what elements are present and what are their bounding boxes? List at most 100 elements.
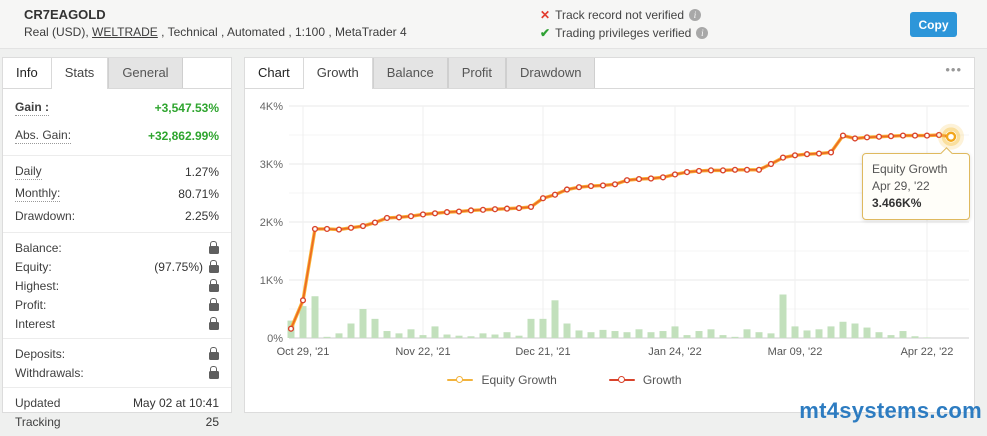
info-icon[interactable]: i (696, 27, 709, 39)
svg-text:4K%: 4K% (260, 101, 283, 113)
gain-value: +3,547.53% (154, 101, 219, 115)
abs-gain-value: +32,862.99% (147, 129, 219, 143)
tooltip-value: 3.466K% (872, 196, 922, 210)
stat-row-gain: Gain : +3,547.53% (15, 94, 219, 122)
track-record-text: Track record not verified (555, 8, 684, 22)
privileges-row: ✔ Trading privileges verified i (540, 24, 709, 42)
chart-legend: Equity Growth Growth (200, 373, 929, 387)
tracking-value: 25 (205, 414, 219, 429)
subtitle-suffix: , Technical , Automated , 1:100 , MetaTr… (157, 25, 407, 39)
meta-section: Updated May 02 at 10:41 Tracking 25 (3, 388, 231, 436)
withdrawals-label: Withdrawals: (15, 365, 84, 380)
stat-row-tracking: Tracking 25 (15, 412, 219, 431)
lock-icon (209, 365, 219, 379)
copy-button[interactable]: Copy (910, 12, 957, 37)
tooltip-date: Apr 29, '22 (872, 179, 930, 193)
stat-row-daily: Daily 1.27% (15, 161, 219, 183)
stat-row-interest: Interest (15, 314, 219, 333)
svg-text:Oct 29, '21: Oct 29, '21 (277, 346, 330, 358)
svg-text:2K%: 2K% (260, 217, 283, 229)
rates-section: Daily 1.27% Monthly: 80.71% Drawdown: 2.… (3, 156, 231, 233)
lock-icon (209, 297, 219, 311)
broker-link[interactable]: WELTRADE (92, 25, 158, 39)
page-header: CR7EAGOLD Real (USD), WELTRADE , Technic… (0, 0, 987, 49)
svg-text:3K%: 3K% (260, 159, 283, 171)
gain-label: Gain : (15, 100, 50, 116)
account-subtitle: Real (USD), WELTRADE , Technical , Autom… (24, 25, 407, 39)
daily-value: 1.27% (184, 165, 219, 179)
stat-row-profit: Profit: (15, 295, 219, 314)
legend-label: Equity Growth (481, 373, 557, 387)
svg-text:Nov 22, '21: Nov 22, '21 (395, 346, 450, 358)
info-icon[interactable]: i (689, 9, 701, 21)
drawdown-label: Drawdown: (15, 209, 76, 223)
chart-menu-icon[interactable]: ••• (945, 62, 962, 77)
tab-info[interactable]: Info (16, 65, 38, 80)
equity-label: Equity: (15, 259, 52, 274)
account-title: CR7EAGOLD (24, 7, 106, 22)
interest-label: Interest (15, 316, 56, 331)
equity-growth-marker-icon (447, 376, 474, 383)
highest-label: Highest: (15, 278, 60, 293)
tab-stats[interactable]: Stats (50, 58, 109, 89)
legend-item-equity-growth: Equity Growth (447, 373, 557, 387)
lock-icon (209, 240, 219, 254)
tracking-label: Tracking (15, 414, 61, 429)
stat-row-abs-gain: Abs. Gain: +32,862.99% (15, 122, 219, 150)
lock-icon (209, 316, 219, 330)
tab-growth[interactable]: Growth (302, 58, 373, 89)
monthly-label: Monthly: (15, 186, 61, 202)
tooltip-series: Equity Growth (872, 162, 948, 176)
flows-section: Deposits: Withdrawals: (3, 339, 231, 388)
chart-card: Chart Growth Balance Profit Drawdown •••… (244, 57, 975, 413)
lock-icon (209, 346, 219, 360)
stat-row-withdrawals: Withdrawals: (15, 363, 219, 382)
stat-row-balance: Balance: (15, 238, 219, 257)
x-mark-icon: ✕ (540, 8, 551, 22)
updated-value: May 02 at 10:41 (132, 395, 219, 410)
balance-label: Balance: (15, 240, 62, 255)
legend-label: Growth (642, 373, 682, 387)
abs-gain-label: Abs. Gain: (15, 128, 72, 144)
updated-label: Updated (15, 395, 61, 410)
svg-text:0%: 0% (267, 333, 283, 345)
monthly-value: 80.71% (178, 187, 219, 201)
tab-general[interactable]: General (108, 58, 183, 88)
growth-chart: 0% 1K% 2K% 3K% 4K% Oct 29, '21 Nov 22, '21 Dec … (245, 89, 974, 387)
sidebar-tabs: Info Stats General (3, 58, 231, 89)
svg-text:Apr 22, '22: Apr 22, '22 (901, 346, 954, 358)
stat-row-updated: Updated May 02 at 10:41 (15, 393, 219, 412)
stat-row-deposits: Deposits: (15, 344, 219, 363)
stats-sidebar: Info Stats General Gain : +3,547.53% Abs… (2, 57, 232, 429)
profit-label: Profit: (15, 297, 47, 312)
drawdown-value: 2.25% (184, 209, 219, 223)
chart-tabs: Chart Growth Balance Profit Drawdown ••• (245, 58, 974, 89)
svg-text:Jan 24, '22: Jan 24, '22 (648, 346, 701, 358)
tab-drawdown[interactable]: Drawdown (506, 58, 596, 88)
watermark-link[interactable]: mt4systems.com (799, 398, 982, 423)
svg-text:1K%: 1K% (260, 275, 283, 287)
stat-row-monthly: Monthly: 80.71% (15, 183, 219, 205)
deposits-label: Deposits: (15, 346, 66, 361)
privileges-text: Trading privileges verified (555, 26, 692, 40)
legend-item-growth: Growth (608, 373, 682, 387)
stat-row-highest: Highest: (15, 276, 219, 295)
lock-icon (209, 278, 219, 292)
equity-value: (97.75%) (154, 259, 203, 274)
track-record-row: ✕ Track record not verified i (540, 6, 708, 24)
stat-row-equity: Equity: (97.75%) (15, 257, 219, 276)
gain-section: Gain : +3,547.53% Abs. Gain: +32,862.99% (3, 89, 231, 156)
growth-marker-icon (608, 376, 635, 383)
stat-row-drawdown: Drawdown: 2.25% (15, 205, 219, 227)
tab-balance[interactable]: Balance (372, 58, 448, 88)
growth-chart-canvas[interactable]: 0% 1K% 2K% 3K% 4K% Oct 29, '21 Nov 22, '21 Dec … (245, 89, 974, 365)
tab-profit[interactable]: Profit (447, 58, 507, 88)
check-mark-icon: ✔ (540, 26, 551, 40)
daily-label: Daily (15, 164, 42, 180)
lock-icon (209, 259, 219, 273)
chart-tooltip: Equity Growth Apr 29, '22 3.466K% (862, 153, 970, 220)
tab-chart[interactable]: Chart (258, 65, 290, 80)
subtitle-prefix: Real (USD), (24, 25, 93, 39)
svg-text:Mar 09, '22: Mar 09, '22 (768, 346, 823, 358)
svg-text:Dec 21, '21: Dec 21, '21 (515, 346, 570, 358)
